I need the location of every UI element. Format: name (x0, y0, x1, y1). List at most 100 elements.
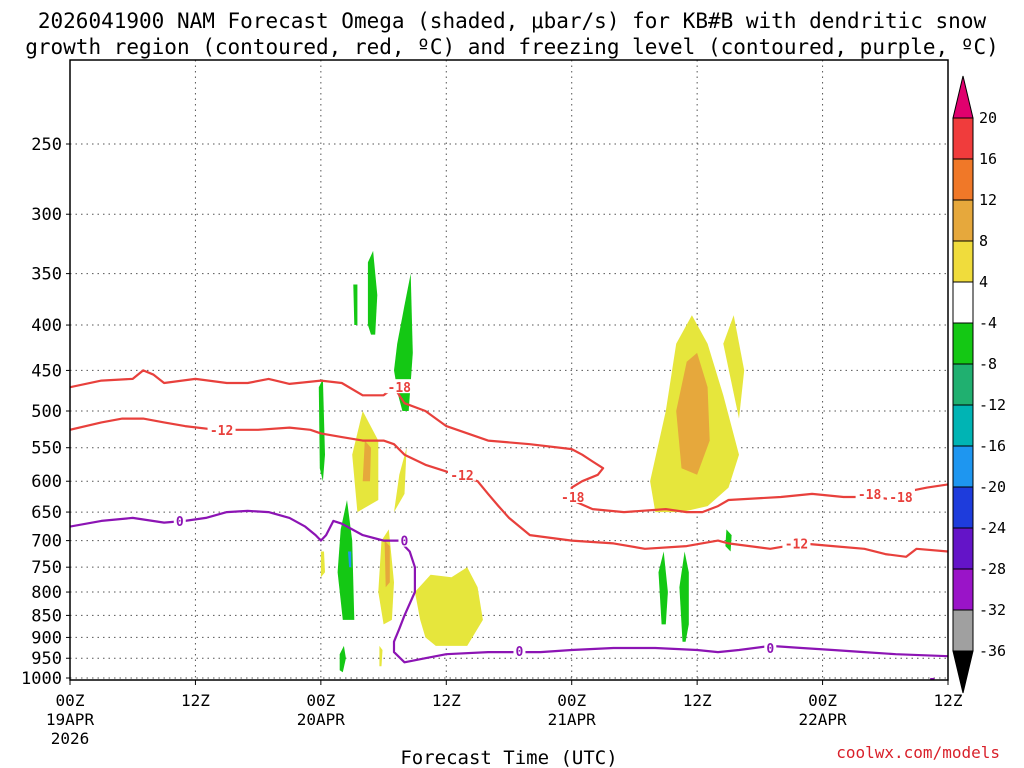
x-tick-label: 12Z (683, 691, 712, 710)
omega-shaded-region (367, 250, 378, 335)
x-tick-label: 12Z (432, 691, 461, 710)
omega-shaded-region (394, 447, 407, 513)
colorbar-swatch (952, 117, 974, 160)
contour-label: 0 (516, 645, 524, 660)
colorbar-swatch (952, 404, 974, 447)
credit-text[interactable]: coolwx.com/models (836, 743, 1000, 762)
omega-shaded-region (337, 500, 355, 620)
colorbar-label: -36 (979, 642, 1006, 660)
colorbar-swatch (952, 363, 974, 406)
dgz-lower-12-contour (70, 417, 948, 558)
chart-title-line1: 2026041900 NAM Forecast Omega (shaded, μ… (37, 9, 987, 33)
y-tick-label: 700 (31, 532, 62, 552)
x-tick-label: 00Z (56, 691, 85, 710)
x-axis-title: Forecast Time (UTC) (400, 747, 617, 768)
omega-shaded-region (320, 551, 325, 578)
contour-marker: - (928, 671, 936, 687)
y-tick-label: 1000 (21, 669, 62, 689)
contour-label-bg (385, 379, 414, 394)
colorbar-swatch (952, 158, 974, 201)
x-tick-label: 12Z (934, 691, 963, 710)
colorbar-label: -32 (979, 601, 1006, 619)
x-tick-date-label: 22APR (798, 710, 847, 729)
contour-label-bg (513, 642, 526, 657)
contour-label-bg (173, 512, 186, 527)
colorbar-swatch (952, 199, 974, 242)
contour-label-bg (447, 466, 476, 481)
colorbar-label: -4 (979, 314, 997, 332)
colorbar-bottom-arrow (952, 650, 974, 694)
omega-shaded-region (384, 540, 390, 588)
y-tick-label: 300 (31, 205, 62, 225)
freezing-level-0-contour (70, 509, 948, 664)
omega-shaded-region (353, 284, 358, 325)
contour-label: -18 (889, 491, 913, 506)
contour-label: -12 (450, 469, 473, 484)
colorbar-label: -24 (979, 519, 1006, 537)
y-tick-label: 400 (31, 316, 62, 336)
x-tick-label: 00Z (808, 691, 837, 710)
contour-label-bg (764, 639, 777, 654)
x-tick-date-label: 21APR (548, 710, 597, 729)
omega-shaded-region (348, 551, 352, 568)
y-tick-label: 800 (31, 583, 62, 603)
y-tick-label: 250 (31, 135, 62, 155)
x-tick-date-label: 20APR (297, 710, 346, 729)
omega-shaded-region (676, 352, 710, 475)
contour-label-bg (855, 485, 884, 500)
colorbar-swatch (952, 281, 974, 324)
omega-shaded-region (318, 378, 325, 482)
contour-label-bg (558, 488, 587, 503)
contour-label: -18 (388, 381, 412, 396)
y-tick-label: 650 (31, 503, 62, 523)
x-tick-label: 12Z (181, 691, 210, 710)
omega-shaded-region (679, 551, 689, 642)
colorbar-label: 8 (979, 232, 988, 250)
colorbar-swatch (952, 445, 974, 488)
y-tick-label: 350 (31, 265, 62, 285)
y-tick-label: 450 (31, 361, 62, 381)
colorbar-label: 12 (979, 191, 997, 209)
x-tick-year-label: 2026 (51, 729, 90, 748)
colorbar-label: -20 (979, 478, 1006, 496)
colorbar-swatch (952, 322, 974, 365)
colorbar-label: -28 (979, 560, 1006, 578)
colorbar-swatch (952, 486, 974, 529)
colorbar-swatch (952, 568, 974, 611)
omega-shaded-region (723, 315, 745, 419)
contour-label: 0 (766, 642, 774, 657)
colorbar-label: 20 (979, 109, 997, 127)
y-tick-label: 500 (31, 402, 62, 422)
x-tick-label: 00Z (306, 691, 335, 710)
y-tick-label: 750 (31, 558, 62, 578)
plot-frame (69, 59, 949, 681)
contour-label: -18 (858, 488, 882, 503)
y-tick-label: 550 (31, 439, 62, 459)
colorbar-label: 16 (979, 150, 997, 168)
omega-shaded-region (379, 645, 383, 667)
colorbar-swatch (952, 240, 974, 283)
contour-label: -12 (785, 537, 808, 552)
x-tick-date-label: 19APR (46, 710, 95, 729)
colorbar-swatch (952, 527, 974, 570)
omega-shaded-region (725, 529, 732, 552)
colorbar-label: 4 (979, 273, 988, 291)
y-tick-label: 600 (31, 472, 62, 492)
colorbar-label: -12 (979, 396, 1006, 414)
contour-label-bg (207, 421, 236, 436)
omega-shaded-region (658, 551, 668, 625)
colorbar-top-arrow (952, 75, 974, 119)
contour-label-bg (782, 535, 811, 550)
contour-label: -12 (210, 424, 233, 439)
colorbar-label: -8 (979, 355, 997, 373)
contour-label: 0 (401, 535, 409, 550)
chart-title-line2: growth region (contoured, red, ºC) and f… (25, 35, 999, 59)
colorbar-swatch (952, 609, 974, 652)
contour-label: -18 (561, 491, 585, 506)
y-tick-label: 950 (31, 649, 62, 669)
contour-label: 0 (176, 515, 184, 530)
y-tick-label: 850 (31, 606, 62, 626)
contour-label-bg (886, 488, 915, 503)
x-tick-label: 00Z (557, 691, 586, 710)
